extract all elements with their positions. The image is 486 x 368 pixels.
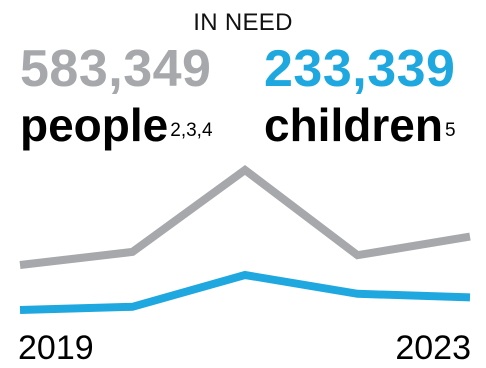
- people-count: 583,349: [20, 40, 212, 98]
- x-axis-start-label: 2019: [18, 329, 94, 367]
- series-line-0: [19, 165, 471, 269]
- people-label-group: people 2,3,4: [20, 100, 213, 150]
- chart-title: IN NEED: [193, 9, 293, 36]
- people-footnote: 2,3,4: [170, 120, 213, 141]
- x-axis-end-label: 2023: [395, 329, 471, 367]
- children-footnote: 5: [444, 120, 456, 141]
- children-label-group: children 5: [264, 100, 456, 150]
- trend-chart: [19, 165, 471, 314]
- children-label: children: [264, 99, 443, 151]
- children-stat: 233,339 children 5: [264, 40, 456, 150]
- people-label: people: [20, 99, 169, 151]
- series-line-1: [19, 270, 471, 314]
- children-count: 233,339: [264, 40, 456, 98]
- people-stat: 583,349 people 2,3,4: [20, 40, 213, 150]
